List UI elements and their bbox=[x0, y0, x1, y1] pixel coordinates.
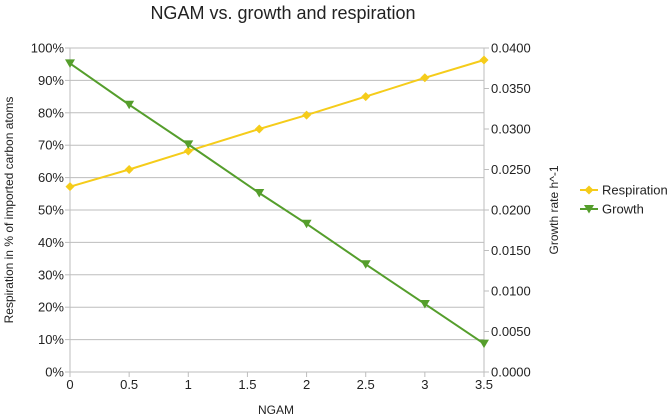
growth-point bbox=[254, 188, 265, 198]
x-tick-label: 3.5 bbox=[475, 377, 493, 392]
right-tick-label: 0.0400 bbox=[491, 41, 531, 56]
right-tick-label: 0.0000 bbox=[491, 365, 531, 380]
chart-title: NGAM vs. growth and respiration bbox=[150, 3, 415, 23]
respiration-point bbox=[479, 55, 489, 65]
respiration-point bbox=[124, 165, 134, 174]
right-axis-title: Growth rate h^-1 bbox=[547, 165, 561, 254]
growth-point bbox=[360, 260, 371, 269]
growth-line bbox=[69, 62, 485, 345]
respiration-line bbox=[69, 59, 485, 188]
left-tick-label: 10% bbox=[38, 332, 64, 347]
respiration-point bbox=[65, 182, 75, 192]
right-tick-label: 0.0050 bbox=[491, 324, 531, 339]
legend-item-respiration: Respiration bbox=[580, 183, 668, 198]
left-tick-label: 50% bbox=[38, 203, 64, 218]
growth-point bbox=[183, 140, 194, 149]
x-tick-label: 2.5 bbox=[357, 377, 375, 392]
gridlines bbox=[70, 47, 484, 373]
x-tick-label: 1.5 bbox=[238, 377, 256, 392]
growth-point bbox=[419, 299, 430, 309]
left-tick-label: 70% bbox=[38, 138, 64, 153]
respiration-point bbox=[254, 124, 264, 134]
respiration-point bbox=[420, 73, 430, 83]
right-tick-label: 0.0150 bbox=[491, 243, 531, 258]
x-axis-ticks: 0 0.5 1 1.5 2 2.5 3 3.5 bbox=[66, 372, 493, 392]
left-tick-label: 90% bbox=[38, 73, 64, 88]
x-tick-label: 1 bbox=[185, 377, 192, 392]
legend-label: Respiration bbox=[602, 183, 668, 198]
x-tick-label: 0.5 bbox=[120, 377, 138, 392]
legend-swatch-marker bbox=[584, 205, 594, 214]
right-tick-label: 0.0250 bbox=[491, 162, 531, 177]
x-tick-label: 2 bbox=[303, 377, 310, 392]
right-axis-ticks: 0.0000 0.0050 0.0100 0.0150 0.0200 0.0250 0.03… bbox=[484, 41, 531, 380]
growth-point bbox=[301, 219, 312, 229]
growth-point bbox=[65, 59, 75, 68]
growth-point bbox=[124, 100, 135, 110]
x-tick-label: 3 bbox=[421, 377, 428, 392]
left-tick-label: 0% bbox=[45, 365, 64, 380]
respiration-point bbox=[302, 110, 312, 120]
left-tick-label: 100% bbox=[31, 41, 65, 56]
series-growth bbox=[65, 59, 489, 349]
right-tick-label: 0.0350 bbox=[491, 81, 531, 96]
legend-swatch-marker bbox=[584, 185, 594, 195]
x-axis-title: NGAM bbox=[258, 403, 294, 417]
left-tick-label: 40% bbox=[38, 235, 64, 250]
series-layer bbox=[65, 55, 489, 349]
right-tick-label: 0.0200 bbox=[491, 203, 531, 218]
left-axis-ticks: 0% 10% 20% 30% 40% 50% 60% 70% 80% 90% 100% bbox=[31, 41, 70, 380]
left-tick-label: 60% bbox=[38, 170, 64, 185]
left-axis-title: Respiration in % of imported carbon atom… bbox=[2, 97, 16, 324]
right-tick-label: 0.0300 bbox=[491, 122, 531, 137]
left-tick-label: 30% bbox=[38, 267, 64, 282]
legend: Respiration Growth bbox=[580, 183, 668, 217]
legend-item-growth: Growth bbox=[580, 202, 644, 217]
right-tick-label: 0.0100 bbox=[491, 284, 531, 299]
legend-label: Growth bbox=[602, 202, 644, 217]
series-respiration bbox=[65, 55, 489, 192]
growth-point bbox=[479, 339, 489, 349]
left-tick-label: 20% bbox=[38, 300, 64, 315]
x-tick-label: 0 bbox=[66, 377, 73, 392]
left-tick-label: 80% bbox=[38, 105, 64, 120]
respiration-point bbox=[361, 92, 371, 102]
respiration-point bbox=[183, 146, 193, 156]
